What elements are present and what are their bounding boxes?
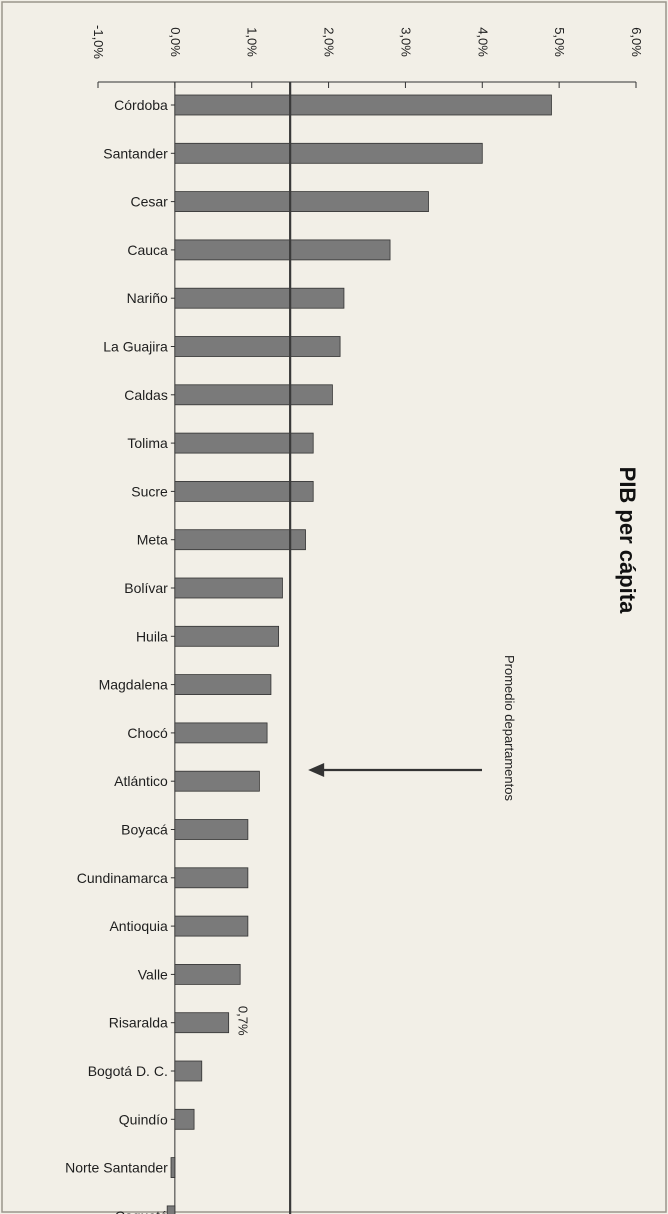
value-tick-label: 1,0% [245, 27, 260, 57]
value-tick-label: 2,0% [322, 27, 337, 57]
value-tick-label: 4,0% [475, 27, 490, 57]
category-label-huila: Huila [136, 628, 168, 644]
bar-la-guajira [174, 336, 341, 357]
category-label-choco: Chocó [127, 725, 168, 741]
bar-caqueta [166, 1205, 176, 1214]
category-label-cundinamarca: Cundinamarca [77, 870, 168, 886]
bar-narino [174, 287, 345, 309]
category-label-risaralda: Risaralda [109, 1015, 168, 1031]
bar-quindio [174, 1108, 195, 1130]
category-label-caqueta: Caquetá [115, 1208, 168, 1214]
category-label-cordoba: Córdoba [114, 97, 168, 113]
bar-boyaca [174, 819, 249, 840]
category-label-quindio: Quindío [119, 1111, 168, 1127]
category-label-atlantico: Atlántico [114, 773, 168, 789]
bar-norte-santander [170, 1157, 176, 1178]
chart-title: PIB per cápita [615, 467, 640, 614]
data-label-risaralda: 0,7% [236, 1006, 251, 1036]
bar-choco [174, 722, 268, 744]
bar-santander [174, 142, 483, 164]
bar-antioquia [174, 915, 249, 937]
bar-atlantico [174, 770, 260, 792]
bar-meta [174, 529, 306, 551]
bar-cundinamarca [174, 867, 249, 889]
bar-sucre [174, 480, 314, 502]
category-label-magdalena: Magdalena [99, 677, 168, 693]
category-label-santander: Santander [103, 145, 168, 161]
value-tick-label: 0,0% [168, 27, 183, 57]
category-label-norte-santander: Norte Santander [65, 1160, 168, 1176]
bar-valle [174, 964, 241, 985]
category-label-antioquia: Antioquia [109, 918, 168, 934]
bar-tolima [174, 432, 314, 454]
category-label-caldas: Caldas [124, 387, 168, 403]
bar-caldas [174, 384, 333, 406]
category-label-narino: Nariño [127, 290, 168, 306]
category-label-tolima: Tolima [127, 435, 168, 451]
category-label-boyaca: Boyacá [121, 822, 168, 838]
bar-cesar [174, 191, 429, 213]
bar-magdalena [174, 674, 272, 695]
bar-cordoba [174, 94, 552, 116]
value-tick-label: 6,0% [629, 27, 644, 57]
bar-bogota-d-c [174, 1060, 203, 1082]
category-label-sucre: Sucre [131, 483, 168, 499]
category-label-meta: Meta [137, 532, 168, 548]
bars [166, 94, 552, 1214]
category-label-cauca: Cauca [127, 242, 168, 258]
reference-line-group: Promedio departamentos [289, 82, 517, 1214]
category-labels: Córdoba Santander Cesar Cauca Nariño La Guaji… [65, 97, 251, 1214]
category-label-valle: Valle [138, 966, 168, 982]
bar-risaralda [174, 1012, 230, 1034]
category-label-bogota-d-c: Bogotá D. C. [88, 1063, 168, 1079]
category-label-la-guajira: La Guajira [103, 339, 168, 355]
category-label-bolivar: Bolívar [124, 580, 168, 596]
bar-cauca [174, 239, 391, 261]
bar-bolivar [174, 577, 283, 599]
value-tick-label: 3,0% [398, 27, 413, 57]
value-tick-label: -1,0% [91, 25, 106, 59]
value-tick-label: 5,0% [552, 27, 567, 57]
reference-arrow-head [308, 763, 325, 777]
reference-line-label: Promedio departamentos [502, 655, 517, 801]
category-label-cesar: Cesar [130, 194, 168, 210]
bar-huila [174, 625, 280, 647]
